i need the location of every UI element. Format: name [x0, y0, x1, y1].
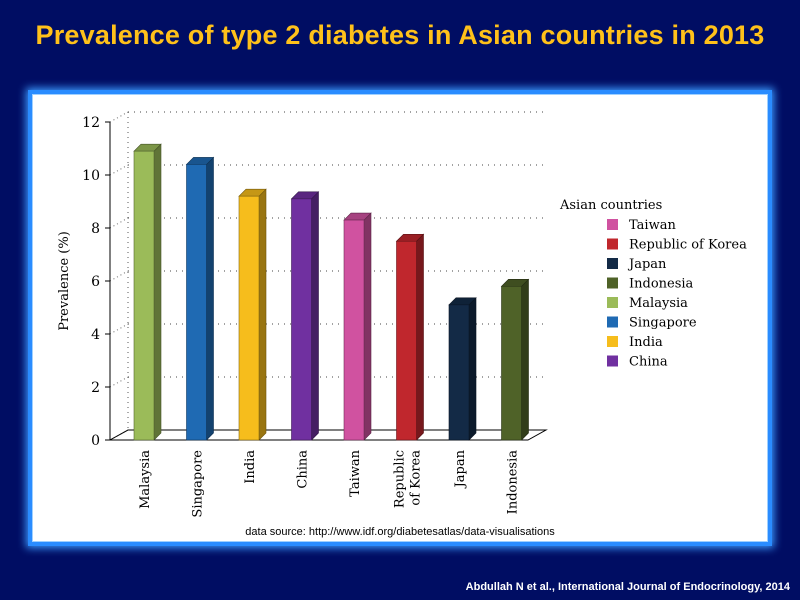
citation: Abdullah N et al., International Journal… [465, 581, 790, 593]
data-source-note: data source: http://www.idf.org/diabetes… [245, 526, 555, 538]
legend-label-7: China [629, 355, 668, 370]
bar-3 [291, 198, 312, 441]
bar-side-2 [258, 188, 267, 441]
legend-label-1: Republic of Korea [629, 238, 747, 253]
chart-panel: 0 2 4 6 8 10 12 Prevalence (%) Malaysia Singapore… [28, 90, 772, 546]
bar-side-0 [153, 143, 162, 441]
x-tick-label-1: Singapore [191, 450, 206, 518]
y-tick-label-3: 6 [91, 274, 100, 290]
bar-0 [133, 150, 155, 441]
gridline-diag-6 [109, 111, 129, 123]
x-tick-label-0: Malaysia [138, 450, 153, 509]
y-tick-label-6: 12 [82, 115, 100, 131]
bar-4 [343, 219, 365, 441]
bar-side-5 [416, 233, 424, 441]
legend-swatch-0 [607, 219, 618, 230]
y-tick-label-4: 8 [91, 221, 100, 237]
gridline-diag-4 [109, 217, 129, 229]
x-tick-label-5-0: Republic [393, 450, 408, 508]
gridline-diag-5 [109, 164, 129, 176]
bar-side-6 [468, 297, 477, 441]
gridline-diag-1 [109, 376, 129, 388]
bar-side-1 [206, 156, 214, 441]
legend-swatch-1 [607, 238, 618, 250]
x-tick-label-7: Indonesia [506, 450, 521, 515]
bar-7 [501, 286, 522, 441]
bar-6 [448, 304, 470, 441]
legend-label-6: India [629, 335, 663, 350]
legend-swatch-2 [607, 258, 618, 269]
chart-floor [108, 429, 548, 441]
gridline-diag-3 [109, 270, 129, 282]
x-tick-label-4: Taiwan [348, 449, 363, 496]
y-tick-label-0: 0 [91, 433, 100, 449]
x-tick-label-5-1: of Korea [409, 450, 424, 506]
gridline-diag-2 [109, 323, 129, 335]
legend-swatch-7 [607, 355, 618, 367]
legend-label-0: Taiwan [629, 218, 676, 233]
x-tick-label-6: Japan [453, 449, 468, 489]
bar-2 [238, 195, 260, 441]
bar-chart: 0 2 4 6 8 10 12 Prevalence (%) Malaysia Singapore… [57, 111, 747, 518]
legend-swatch-5 [607, 316, 618, 328]
legend-swatch-6 [607, 336, 618, 347]
x-tick-label-3: China [296, 450, 311, 489]
legend-label-4: Malaysia [629, 296, 688, 311]
legend-title: Asian countries [559, 198, 662, 213]
x-tick-label-2: India [243, 450, 258, 484]
bar-side-4 [363, 212, 372, 441]
y-tick-label-2: 4 [91, 327, 100, 343]
y-axis-label: Prevalence (%) [57, 231, 72, 331]
legend-swatch-4 [607, 297, 618, 308]
y-tick-label-1: 2 [91, 380, 100, 396]
legend-swatch-3 [607, 277, 618, 289]
legend-label-5: Singapore [629, 316, 697, 331]
bar-side-7 [521, 278, 529, 441]
bar-5 [396, 240, 417, 441]
bar-1 [186, 164, 207, 441]
slide-title: Prevalence of type 2 diabetes in Asian c… [35, 20, 765, 50]
y-tick-label-5: 10 [82, 168, 100, 184]
legend-label-3: Indonesia [629, 277, 694, 292]
bar-side-3 [311, 191, 319, 441]
legend-label-2: Japan [627, 257, 667, 272]
